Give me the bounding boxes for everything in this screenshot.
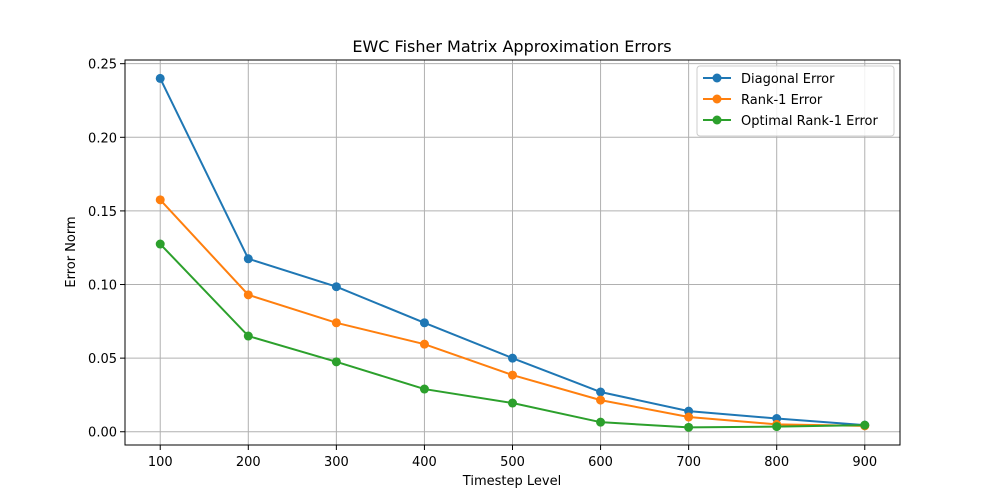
series-layer — [155, 73, 870, 432]
legend-label: Diagonal Error — [741, 72, 835, 87]
legend-marker — [712, 94, 722, 104]
legend-label: Rank-1 Error — [741, 93, 823, 108]
data-point — [508, 370, 517, 380]
data-point — [684, 412, 694, 422]
series-optimal-rank-1-error — [155, 239, 870, 432]
data-point — [243, 290, 253, 300]
data-point — [596, 395, 606, 405]
legend-label: Optimal Rank-1 Error — [741, 114, 878, 129]
data-point — [155, 73, 165, 83]
x-tick-label: 300 — [324, 455, 349, 470]
x-tick-label: 800 — [764, 455, 789, 470]
y-axis-label: Error Norm — [64, 216, 79, 287]
y-tick-label: 0.00 — [88, 426, 117, 441]
chart-title: EWC Fisher Matrix Approximation Errors — [352, 37, 671, 56]
x-tick-label: 500 — [500, 455, 525, 470]
data-point — [243, 254, 253, 264]
data-point — [860, 420, 870, 430]
x-tick-label: 400 — [412, 455, 437, 470]
data-point — [331, 318, 341, 328]
legend-box — [696, 65, 895, 137]
data-point — [419, 339, 429, 349]
x-tick-label: 100 — [148, 455, 173, 470]
legend: Diagonal Error Rank-1 Error Optimal Rank-1… — [696, 65, 895, 137]
data-point — [331, 282, 341, 292]
x-tick-label: 700 — [676, 455, 701, 470]
data-point — [684, 422, 694, 432]
data-point — [331, 357, 341, 367]
x-tick-label: 200 — [236, 455, 261, 470]
data-point — [155, 195, 165, 205]
y-tick-label: 0.15 — [88, 205, 117, 220]
data-point — [596, 387, 606, 397]
x-axis-label: Timestep Level — [462, 474, 561, 489]
y-tick-label: 0.25 — [88, 58, 117, 73]
y-tick-label: 0.20 — [88, 131, 117, 146]
data-point — [508, 353, 517, 363]
legend-marker — [712, 73, 722, 83]
x-tick-label: 900 — [852, 455, 877, 470]
y-tick-label: 0.10 — [88, 279, 117, 294]
legend-marker — [712, 115, 722, 125]
data-point — [243, 331, 253, 341]
x-axis: 100 200 300 400 500 600 700 800 900 — [148, 445, 877, 470]
data-point — [155, 239, 165, 249]
data-point — [419, 384, 429, 394]
data-point — [772, 422, 782, 432]
x-tick-label: 600 — [588, 455, 613, 470]
legend-item: Rank-1 Error — [703, 93, 823, 108]
legend-item: Diagonal Error — [703, 72, 835, 87]
data-point — [508, 398, 517, 408]
data-point — [419, 318, 429, 328]
y-tick-label: 0.05 — [88, 352, 117, 367]
y-axis: 0.00 0.05 0.10 0.15 0.20 0.25 — [88, 58, 125, 441]
data-point — [596, 417, 606, 427]
legend-item: Optimal Rank-1 Error — [703, 114, 878, 129]
